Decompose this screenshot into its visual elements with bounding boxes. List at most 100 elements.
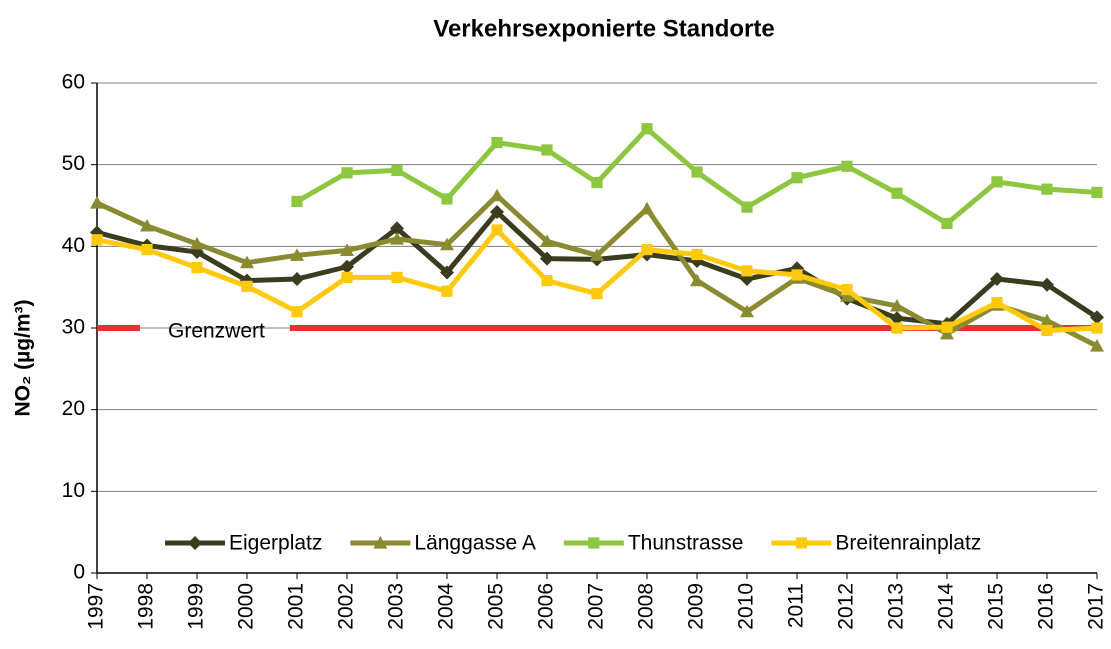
- marker: [941, 217, 953, 230]
- marker: [690, 254, 704, 269]
- x-tick-label: 2002: [335, 583, 358, 630]
- x-tick-label: 2005: [485, 583, 508, 630]
- y-tick-label: 40: [62, 234, 85, 257]
- marker: [541, 144, 553, 156]
- x-tick-label: 2011: [785, 583, 808, 628]
- marker: [341, 167, 353, 179]
- marker: [440, 237, 454, 251]
- x-tick-label: 2004: [435, 583, 458, 630]
- marker: [840, 289, 854, 302]
- marker: [491, 224, 503, 236]
- legend-label: Thunstrasse: [628, 532, 744, 555]
- x-tick-label: 1999: [185, 583, 208, 630]
- marker: [141, 244, 153, 256]
- marker: [791, 172, 803, 184]
- marker: [590, 248, 604, 261]
- marker: [641, 123, 653, 135]
- marker: [890, 311, 904, 326]
- y-tick-label: 30: [62, 316, 85, 339]
- marker: [491, 137, 503, 149]
- marker: [841, 284, 853, 296]
- marker: [291, 306, 303, 318]
- marker: [340, 259, 354, 274]
- marker: [791, 269, 803, 281]
- x-tick-label: 2000: [235, 583, 258, 630]
- marker: [341, 271, 353, 283]
- marker: [990, 272, 1004, 286]
- marker: [591, 288, 603, 300]
- y-tick-label: 20: [62, 397, 85, 420]
- x-tick-label: 2003: [385, 583, 408, 630]
- x-tick-label: 2008: [635, 583, 658, 630]
- marker: [691, 166, 703, 178]
- marker: [741, 265, 753, 277]
- chart-title: Verkehrsexponierte Standorte: [433, 15, 774, 42]
- marker: [191, 261, 203, 274]
- marker: [290, 248, 304, 261]
- marker: [1090, 310, 1104, 325]
- marker: [291, 195, 303, 208]
- y-tick-label: 10: [62, 479, 85, 502]
- x-tick-label: 1997: [85, 583, 108, 630]
- marker: [90, 196, 104, 209]
- marker: [690, 273, 704, 287]
- marker: [1091, 186, 1103, 199]
- x-tick-label: 2001: [285, 583, 308, 630]
- marker: [1040, 277, 1054, 292]
- marker: [641, 244, 653, 256]
- x-tick-label: 2013: [885, 583, 908, 630]
- marker: [540, 234, 554, 248]
- x-tick-label: 2015: [985, 583, 1008, 630]
- x-tick-label: 2017: [1085, 583, 1108, 630]
- marker: [841, 160, 853, 172]
- x-tick-label: 2016: [1035, 583, 1058, 630]
- legend-label: Länggasse A: [414, 532, 535, 555]
- y-tick-label: 60: [62, 71, 85, 94]
- marker: [240, 255, 254, 269]
- marker: [1041, 183, 1053, 195]
- marker: [1091, 322, 1103, 334]
- x-tick-label: 2007: [585, 583, 608, 630]
- marker: [490, 188, 504, 202]
- x-tick-label: 2006: [535, 583, 558, 630]
- marker: [190, 236, 204, 250]
- marker: [1041, 324, 1053, 337]
- marker: [441, 193, 453, 205]
- legend-marker: [588, 537, 600, 549]
- y-axis-label: NO₂ (µg/m³): [12, 299, 35, 416]
- legend-label: Breitenrainplatz: [835, 532, 981, 555]
- limit-label: Grenzwert: [168, 320, 265, 343]
- marker: [640, 201, 654, 215]
- marker: [891, 322, 903, 334]
- marker: [140, 218, 154, 232]
- x-tick-label: 1998: [135, 583, 158, 630]
- marker: [741, 201, 753, 213]
- marker: [441, 285, 453, 297]
- marker: [691, 248, 703, 261]
- marker: [540, 251, 554, 266]
- x-tick-label: 2012: [835, 583, 858, 630]
- marker: [991, 297, 1003, 309]
- marker: [390, 221, 404, 236]
- x-tick-label: 2009: [685, 583, 708, 630]
- legend-marker: [795, 537, 807, 549]
- marker: [1090, 338, 1104, 352]
- marker: [390, 231, 404, 245]
- marker: [440, 265, 454, 280]
- x-tick-label: 2010: [735, 583, 758, 630]
- legend-label: Eigerplatz: [229, 532, 322, 555]
- marker: [890, 298, 904, 312]
- marker: [340, 243, 354, 257]
- marker: [541, 275, 553, 287]
- y-tick-label: 50: [62, 152, 85, 175]
- y-tick-label: 0: [73, 561, 85, 584]
- marker: [391, 164, 403, 176]
- marker: [940, 326, 954, 340]
- marker: [591, 177, 603, 189]
- marker: [241, 280, 253, 292]
- marker: [391, 271, 403, 283]
- marker: [1040, 313, 1054, 327]
- marker: [490, 205, 504, 220]
- marker: [740, 304, 754, 318]
